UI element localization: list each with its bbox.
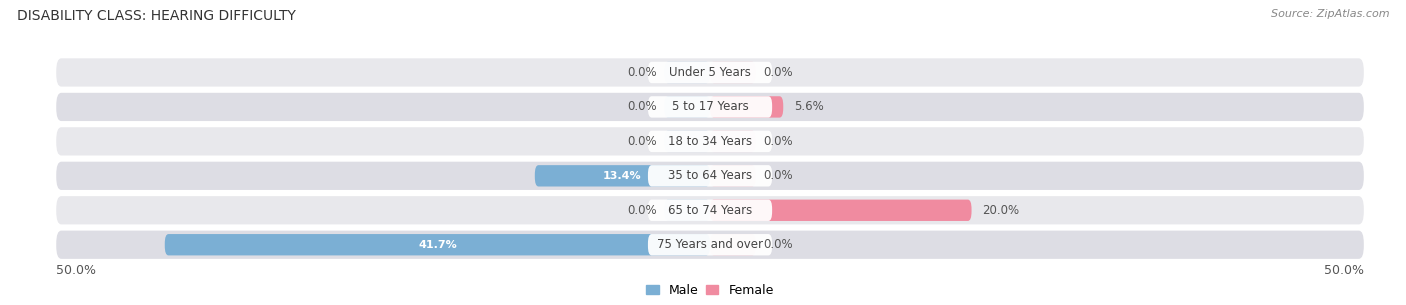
Text: 5.6%: 5.6% — [794, 100, 824, 113]
Text: 35 to 64 Years: 35 to 64 Years — [668, 169, 752, 182]
Text: DISABILITY CLASS: HEARING DIFFICULTY: DISABILITY CLASS: HEARING DIFFICULTY — [17, 9, 295, 23]
Text: 0.0%: 0.0% — [627, 135, 657, 148]
FancyBboxPatch shape — [664, 62, 710, 83]
Text: 0.0%: 0.0% — [763, 66, 793, 79]
FancyBboxPatch shape — [710, 131, 756, 152]
FancyBboxPatch shape — [648, 199, 772, 221]
Text: 65 to 74 Years: 65 to 74 Years — [668, 204, 752, 217]
FancyBboxPatch shape — [648, 234, 772, 255]
Text: 0.0%: 0.0% — [763, 238, 793, 251]
FancyBboxPatch shape — [664, 131, 710, 152]
Text: 20.0%: 20.0% — [981, 204, 1019, 217]
FancyBboxPatch shape — [56, 196, 1364, 224]
FancyBboxPatch shape — [710, 165, 756, 186]
FancyBboxPatch shape — [648, 96, 772, 118]
Text: 75 Years and over: 75 Years and over — [657, 238, 763, 251]
FancyBboxPatch shape — [664, 96, 710, 118]
Text: Under 5 Years: Under 5 Years — [669, 66, 751, 79]
Text: 0.0%: 0.0% — [763, 135, 793, 148]
FancyBboxPatch shape — [648, 62, 772, 83]
FancyBboxPatch shape — [56, 58, 1364, 87]
FancyBboxPatch shape — [710, 62, 756, 83]
FancyBboxPatch shape — [56, 93, 1364, 121]
FancyBboxPatch shape — [165, 234, 710, 255]
Text: 0.0%: 0.0% — [627, 66, 657, 79]
Text: 0.0%: 0.0% — [627, 100, 657, 113]
FancyBboxPatch shape — [710, 96, 783, 118]
Text: 0.0%: 0.0% — [627, 204, 657, 217]
Text: 18 to 34 Years: 18 to 34 Years — [668, 135, 752, 148]
Legend: Male, Female: Male, Female — [641, 279, 779, 302]
FancyBboxPatch shape — [648, 131, 772, 152]
FancyBboxPatch shape — [664, 199, 710, 221]
Text: 0.0%: 0.0% — [763, 169, 793, 182]
Text: Source: ZipAtlas.com: Source: ZipAtlas.com — [1271, 9, 1389, 19]
Text: 50.0%: 50.0% — [1324, 264, 1364, 277]
FancyBboxPatch shape — [710, 234, 756, 255]
FancyBboxPatch shape — [648, 165, 772, 186]
FancyBboxPatch shape — [710, 199, 972, 221]
FancyBboxPatch shape — [56, 231, 1364, 259]
FancyBboxPatch shape — [534, 165, 710, 186]
Text: 50.0%: 50.0% — [56, 264, 96, 277]
Text: 13.4%: 13.4% — [603, 171, 641, 181]
FancyBboxPatch shape — [56, 127, 1364, 156]
Text: 5 to 17 Years: 5 to 17 Years — [672, 100, 748, 113]
FancyBboxPatch shape — [56, 162, 1364, 190]
Text: 41.7%: 41.7% — [418, 240, 457, 250]
